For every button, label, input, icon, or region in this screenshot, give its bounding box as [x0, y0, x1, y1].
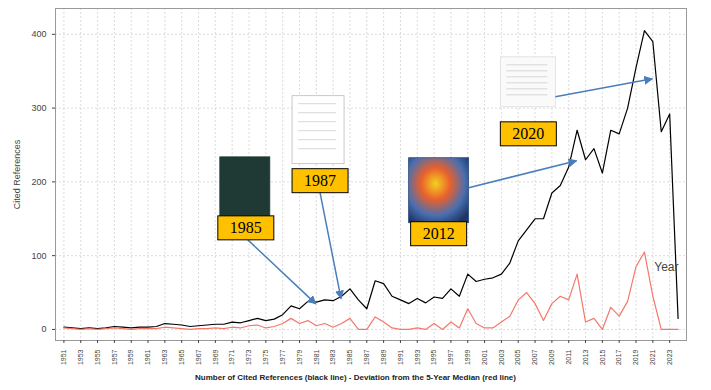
svg-text:200: 200 — [31, 177, 46, 187]
svg-text:2011: 2011 — [565, 349, 572, 364]
svg-text:2001: 2001 — [481, 349, 488, 365]
svg-text:Cited References: Cited References — [12, 139, 22, 209]
svg-text:300: 300 — [31, 103, 46, 113]
svg-text:1979: 1979 — [296, 349, 303, 365]
svg-text:1969: 1969 — [212, 349, 219, 365]
svg-text:1983: 1983 — [329, 349, 336, 365]
svg-text:2020: 2020 — [512, 125, 544, 142]
svg-text:2003: 2003 — [498, 349, 505, 365]
svg-text:2012: 2012 — [423, 225, 455, 242]
svg-text:0: 0 — [41, 324, 46, 334]
svg-text:Year: Year — [654, 260, 678, 274]
svg-text:1985: 1985 — [230, 219, 262, 236]
svg-text:2017: 2017 — [615, 349, 622, 365]
svg-text:1951: 1951 — [60, 349, 67, 365]
svg-text:400: 400 — [31, 29, 46, 39]
svg-text:2009: 2009 — [548, 349, 555, 365]
svg-text:1995: 1995 — [430, 349, 437, 365]
svg-text:2005: 2005 — [514, 349, 521, 365]
svg-text:1991: 1991 — [397, 349, 404, 365]
svg-text:1957: 1957 — [111, 349, 118, 365]
svg-text:1963: 1963 — [161, 349, 168, 365]
svg-text:1981: 1981 — [313, 349, 320, 365]
svg-text:1987: 1987 — [304, 172, 336, 189]
svg-text:1993: 1993 — [414, 349, 421, 365]
svg-text:1955: 1955 — [94, 349, 101, 365]
svg-text:100: 100 — [31, 251, 46, 261]
svg-text:1985: 1985 — [346, 349, 353, 365]
svg-text:2013: 2013 — [582, 349, 589, 365]
svg-text:2015: 2015 — [599, 349, 606, 365]
svg-text:1975: 1975 — [262, 349, 269, 365]
svg-text:1961: 1961 — [144, 349, 151, 365]
html-text:Number of Cited References (bl: Number of Cited References (black line) … — [195, 373, 516, 382]
svg-text:1989: 1989 — [380, 349, 387, 365]
svg-text:1987: 1987 — [363, 349, 370, 365]
svg-text:1971: 1971 — [228, 349, 235, 365]
svg-text:1965: 1965 — [178, 349, 185, 365]
svg-text:2021: 2021 — [649, 349, 656, 365]
svg-text:1997: 1997 — [447, 349, 454, 365]
svg-text:2007: 2007 — [531, 349, 538, 365]
svg-text:1973: 1973 — [245, 349, 252, 365]
svg-text:1999: 1999 — [464, 349, 471, 365]
svg-text:1967: 1967 — [195, 349, 202, 365]
svg-text:1953: 1953 — [77, 349, 84, 365]
svg-text:1977: 1977 — [279, 349, 286, 365]
svg-text:1959: 1959 — [127, 349, 134, 365]
svg-text:2023: 2023 — [666, 349, 673, 365]
svg-text:2019: 2019 — [632, 349, 639, 365]
